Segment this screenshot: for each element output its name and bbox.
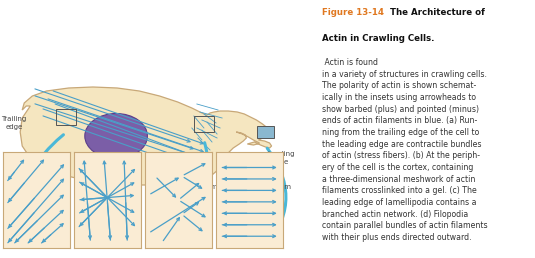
Text: The Architecture of: The Architecture of: [387, 8, 485, 17]
Text: Leading
edge: Leading edge: [267, 151, 294, 165]
Text: Actin in Crawling Cells.: Actin in Crawling Cells.: [322, 34, 435, 43]
Bar: [194, 116, 214, 132]
Text: Figure 13-14: Figure 13-14: [322, 8, 384, 17]
Ellipse shape: [85, 114, 148, 158]
Text: Lamellipodium: Lamellipodium: [166, 184, 218, 190]
Text: Cell cortex: Cell cortex: [103, 184, 140, 190]
Bar: [257, 126, 273, 138]
Text: Trailing
edge: Trailing edge: [2, 116, 27, 130]
Text: Filopodium: Filopodium: [254, 184, 292, 190]
Text: Stress fiber: Stress fiber: [20, 177, 60, 183]
Polygon shape: [20, 87, 272, 185]
Text: Actin is found
in a variety of structures in crawling cells.
The polarity of act: Actin is found in a variety of structure…: [322, 58, 488, 242]
Bar: [56, 109, 76, 125]
